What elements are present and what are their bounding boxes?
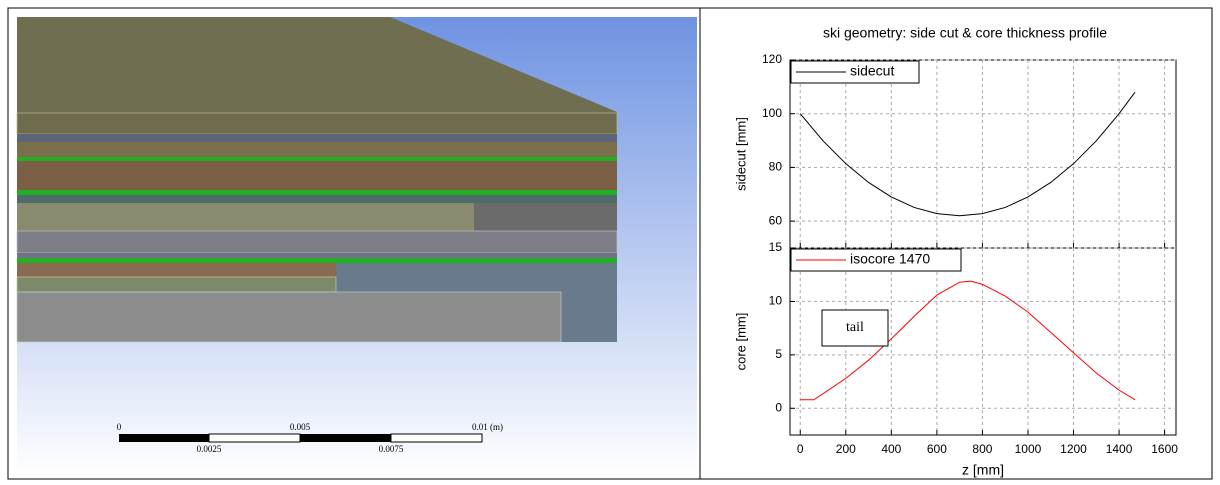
x-tick-label: 1000: [1015, 442, 1042, 456]
x-axis-label: z [mm]: [962, 462, 1004, 478]
x-tick-label: 800: [972, 442, 992, 456]
chart-title: ski geometry: side cut & core thickness …: [823, 25, 1107, 41]
y-axis-label: sidecut [mm]: [733, 117, 748, 191]
y-tick-label: 60: [769, 213, 783, 227]
scale-label: 0.005: [290, 422, 311, 432]
legend-label: sidecut: [850, 63, 894, 79]
cad-view: [17, 17, 697, 477]
scale-label: 0: [117, 422, 122, 432]
figure: 0 0.005 0.01 (m) 0.0025 0.0075 ski geome…: [0, 0, 1220, 485]
y-axis-label: core [mm]: [733, 313, 748, 371]
x-tick-label: 1400: [1106, 442, 1133, 456]
y-tick-label: 100: [762, 106, 782, 120]
y-tick-label: 10: [769, 294, 783, 308]
y-tick-label: 5: [775, 347, 782, 361]
y-tick-label: 0: [775, 400, 782, 414]
screenshot: 0 0.005 0.01 (m) 0.0025 0.0075 ski geome…: [0, 0, 1220, 485]
legend-label: isocore 1470: [850, 251, 930, 267]
x-tick-label: 400: [881, 442, 901, 456]
annotation: tail: [846, 320, 864, 335]
x-tick-label: 200: [836, 442, 856, 456]
scale-label: 0.0025: [197, 444, 222, 454]
x-tick-label: 0: [797, 442, 804, 456]
plot-area: [790, 60, 1176, 248]
x-tick-label: 600: [927, 442, 947, 456]
x-tick-label: 1200: [1060, 442, 1087, 456]
x-tick-label: 1600: [1151, 442, 1178, 456]
y-tick-label: 15: [769, 240, 783, 254]
y-tick-label: 120: [762, 52, 782, 66]
scale-label: 0.0075: [379, 444, 404, 454]
y-tick-label: 80: [769, 160, 783, 174]
scale-label: 0.01 (m): [472, 422, 503, 432]
